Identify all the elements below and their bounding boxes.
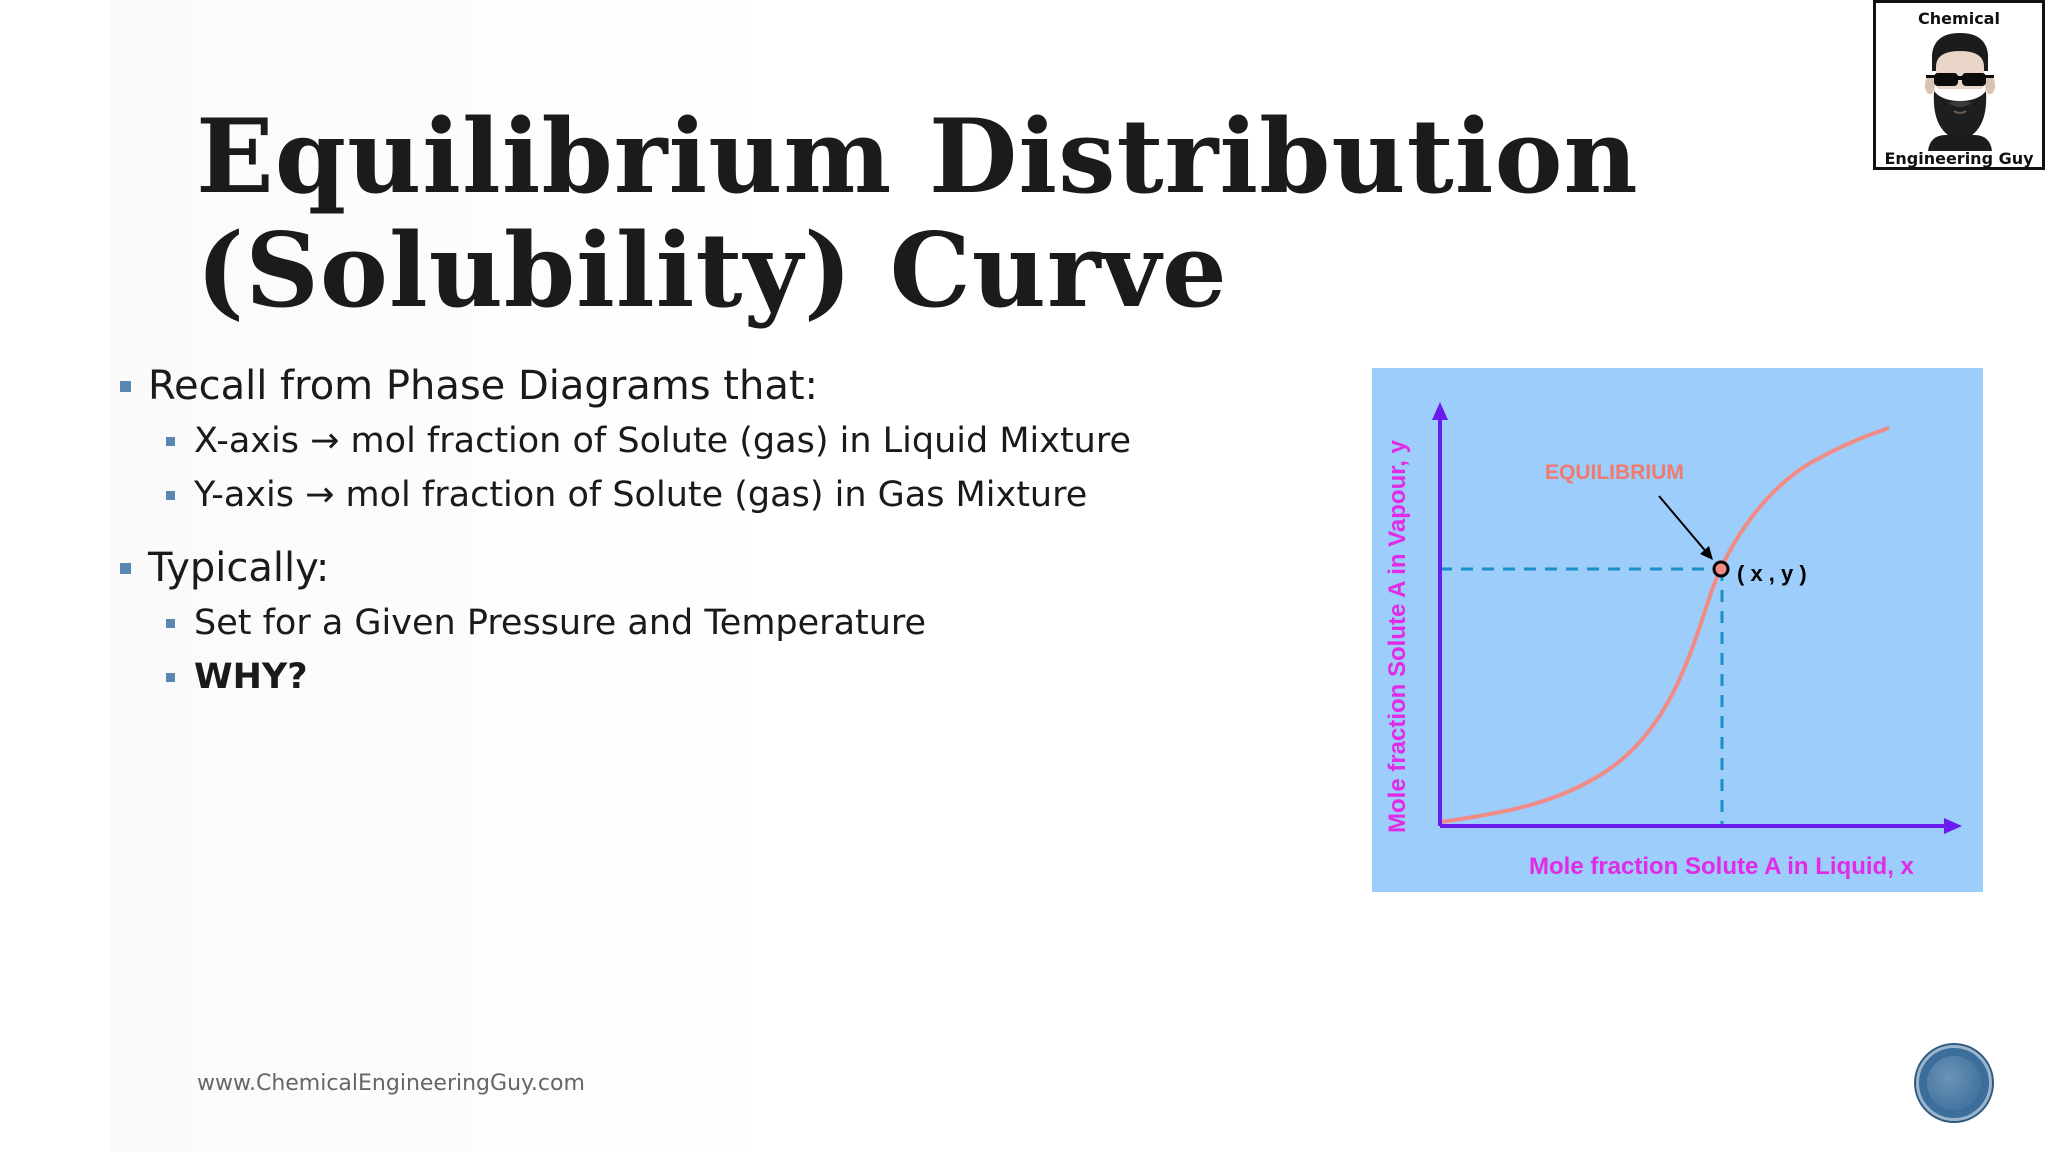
bearded-face-icon bbox=[1925, 33, 1995, 151]
sub-bullet-text: Set for a Given Pressure and Temperature bbox=[194, 603, 927, 643]
slide-title: Equilibrium Distribution (Solubility) Cu… bbox=[196, 100, 1639, 328]
sub-bullet-text: X-axis → mol fraction of Solute (gas) in… bbox=[194, 421, 1132, 461]
sub-bullet-item: Set for a Given Pressure and Temperature bbox=[118, 596, 1131, 650]
bullet-marker bbox=[120, 381, 131, 392]
point-label: ( x , y ) bbox=[1737, 561, 1807, 586]
equilibrium-diagram bbox=[1372, 368, 1983, 892]
sub-bullet-text: Y-axis → mol fraction of Solute (gas) in… bbox=[194, 475, 1088, 515]
title-line-1: Equilibrium Distribution bbox=[196, 97, 1639, 217]
y-axis-label: Mole fraction Solute A in Vapour, y bbox=[1384, 439, 1411, 833]
bullet-list: Recall from Phase Diagrams that: X-axis … bbox=[118, 358, 1131, 704]
y-axis-arrow-icon bbox=[1432, 402, 1448, 420]
bullet-marker bbox=[166, 437, 175, 446]
pointer-arrow-icon bbox=[1700, 546, 1713, 560]
x-axis-arrow-icon bbox=[1944, 818, 1962, 834]
equilibrium-label: EQUILIBRIUM bbox=[1545, 461, 1684, 484]
sub-bullet-item: WHY? bbox=[118, 650, 1131, 704]
footer-url: www.ChemicalEngineeringGuy.com bbox=[197, 1071, 585, 1096]
bullet-item: Typically: bbox=[118, 540, 1131, 596]
channel-logo: Chemical Engineering Guy bbox=[1873, 0, 2045, 170]
title-line-2: (Solubility) Curve bbox=[196, 211, 1228, 331]
sub-bullet-text: WHY? bbox=[194, 657, 308, 697]
bullet-text: Typically: bbox=[148, 545, 330, 591]
equilibrium-point-marker bbox=[1712, 560, 1730, 578]
logo-top-text: Chemical bbox=[1918, 9, 2000, 28]
bullet-marker bbox=[166, 491, 175, 500]
logo-bottom-text: Engineering Guy bbox=[1884, 149, 2034, 168]
pointer-arrow-line bbox=[1658, 495, 1709, 555]
solubility-curve bbox=[1439, 426, 1890, 824]
sub-bullet-item: Y-axis → mol fraction of Solute (gas) in… bbox=[118, 468, 1131, 522]
bullet-text: Recall from Phase Diagrams that: bbox=[148, 363, 818, 409]
slide-nav-button[interactable] bbox=[1916, 1045, 1992, 1121]
diagram-overlay: EQUILIBRIUM ( x , y ) Mole fraction Solu… bbox=[1384, 402, 1962, 880]
sub-bullet-item: X-axis → mol fraction of Solute (gas) in… bbox=[118, 414, 1131, 468]
x-axis-label: Mole fraction Solute A in Liquid, x bbox=[1529, 853, 1915, 880]
bullet-marker bbox=[166, 673, 175, 682]
bullet-item: Recall from Phase Diagrams that: bbox=[118, 358, 1131, 414]
nav-button-face bbox=[1927, 1056, 1981, 1110]
bullet-marker bbox=[120, 563, 131, 574]
bullet-marker bbox=[166, 619, 175, 628]
